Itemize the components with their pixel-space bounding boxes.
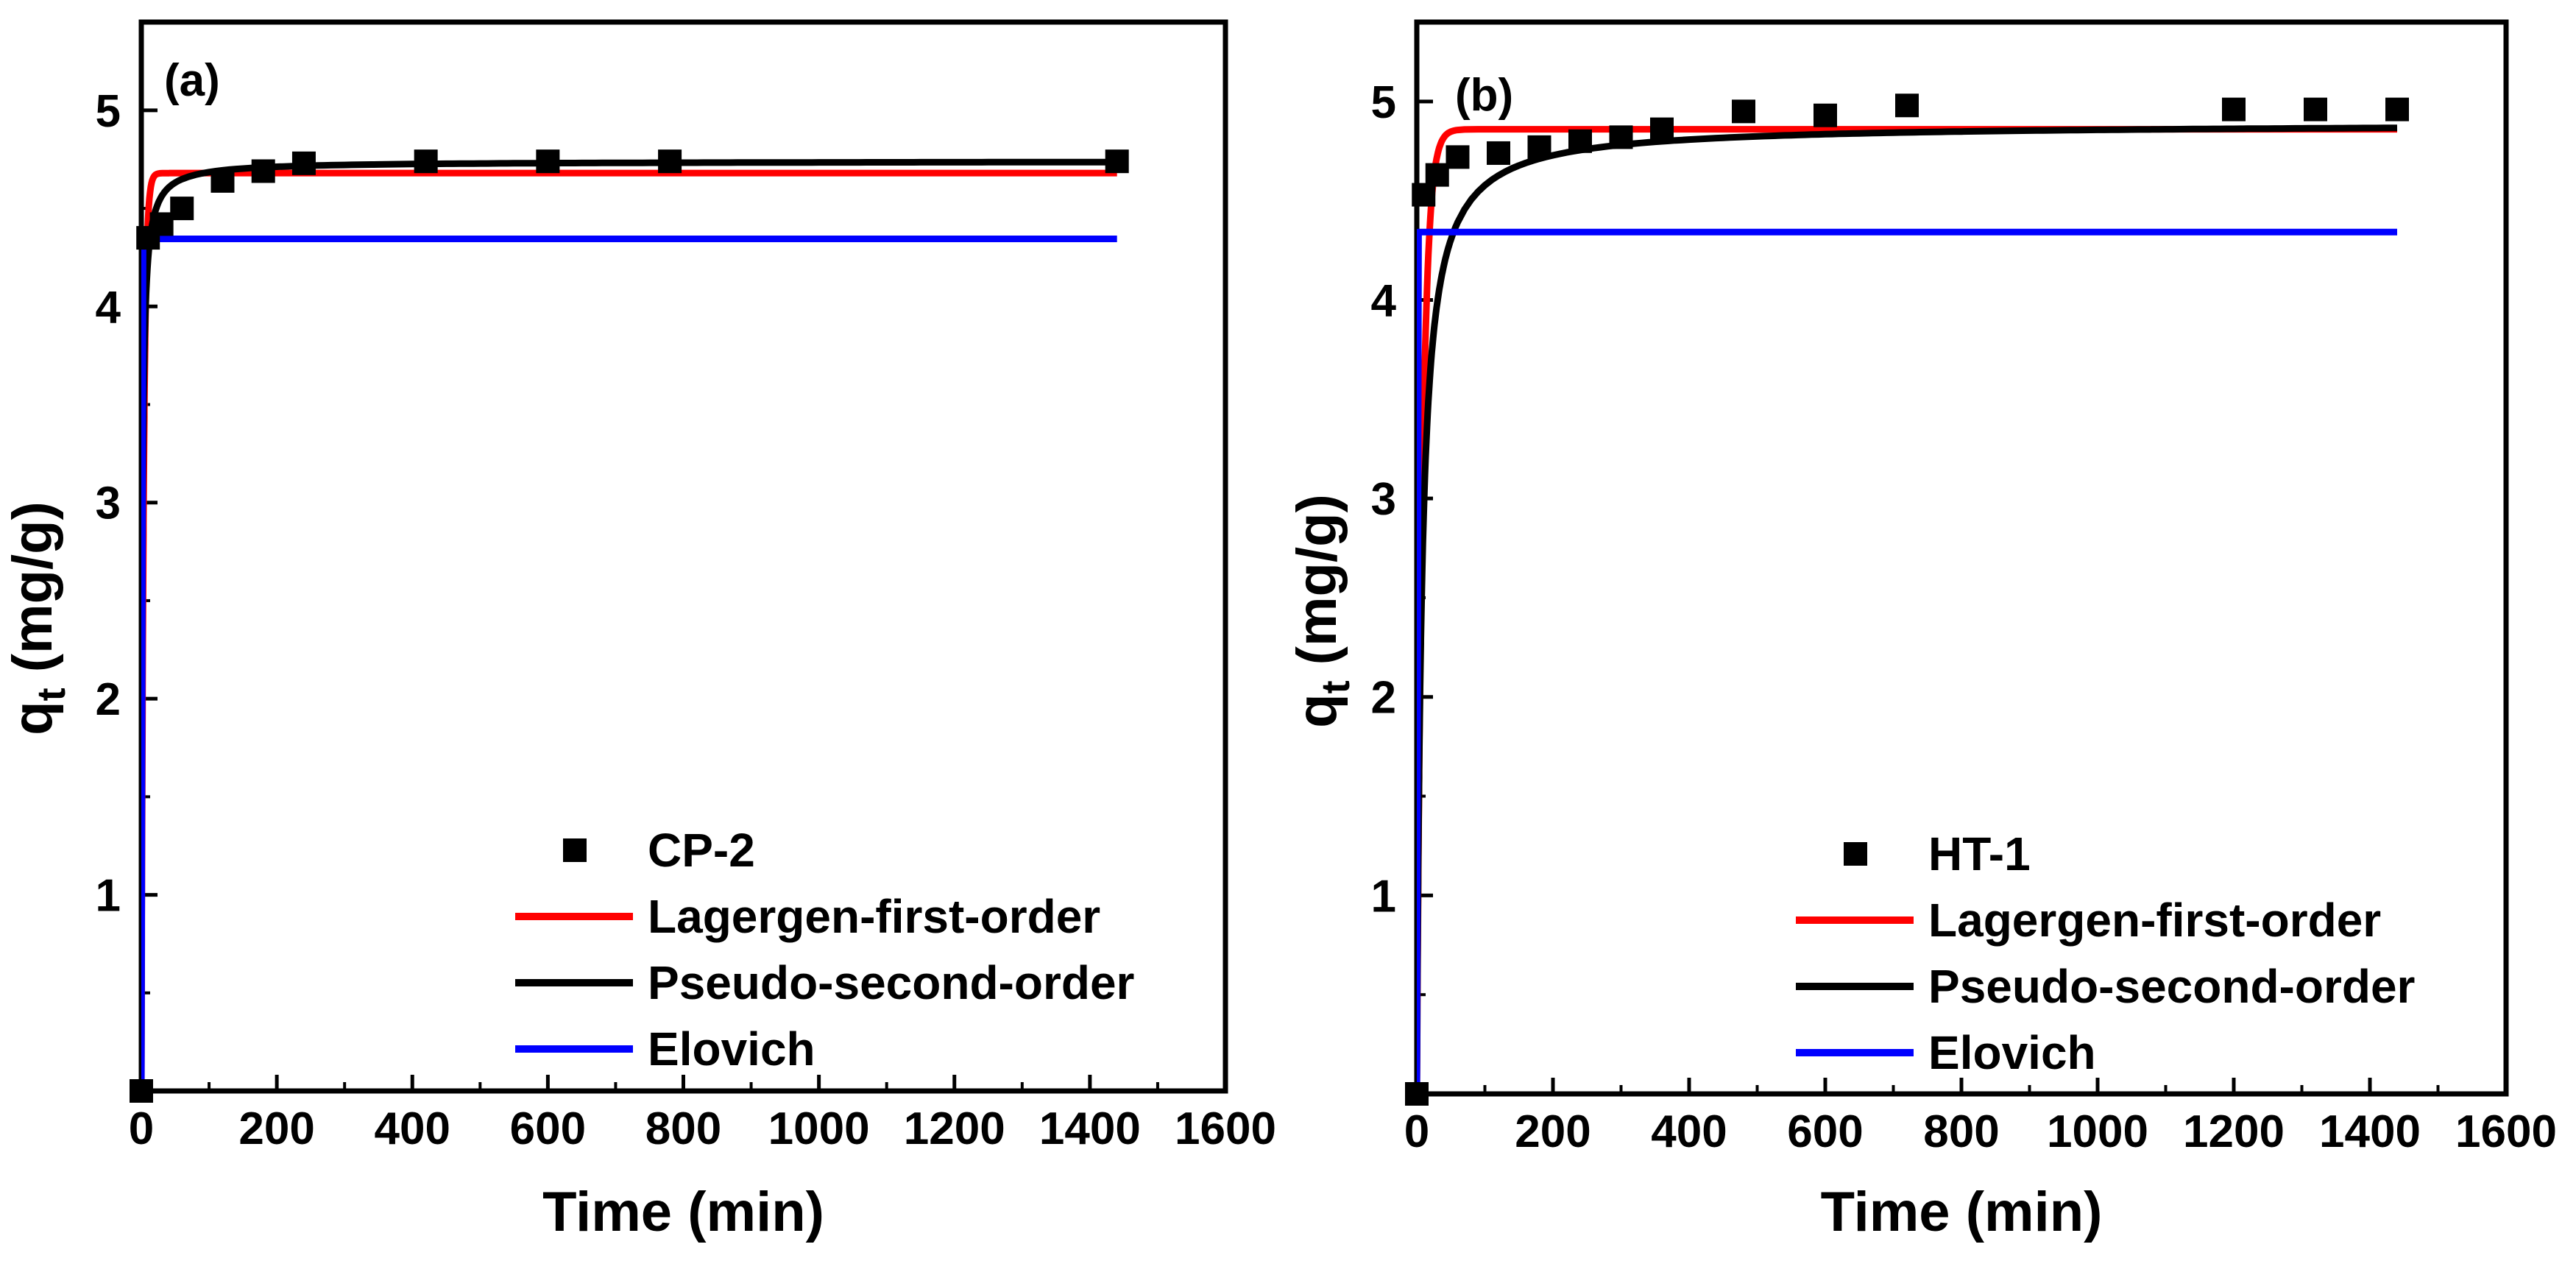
legend-label: Lagergen-first-order bbox=[648, 890, 1100, 943]
x-tick-label: 1600 bbox=[2455, 1106, 2557, 1157]
x-tick-label: 0 bbox=[129, 1103, 154, 1154]
y-tick-label: 3 bbox=[96, 478, 121, 529]
series-line-lagergen-first-order bbox=[141, 169, 1117, 1091]
plot-area bbox=[1417, 124, 2398, 1094]
data-point bbox=[1446, 145, 1470, 169]
x-tick-label: 200 bbox=[1515, 1106, 1590, 1157]
legend-marker bbox=[563, 838, 587, 862]
series-line-lagergen-first-order bbox=[1417, 126, 2397, 1094]
x-tick-label: 1200 bbox=[904, 1103, 1005, 1154]
data-point bbox=[149, 212, 174, 236]
data-point bbox=[1527, 135, 1551, 159]
x-tick-label: 800 bbox=[1923, 1106, 1999, 1157]
y-axis-title-subscript: t bbox=[29, 688, 74, 701]
legend-label: Elovich bbox=[1928, 1026, 2096, 1079]
legend-label: Pseudo-second-order bbox=[648, 956, 1134, 1009]
legend: HT-1 Lagergen-first-order Pseudo-second-or… bbox=[1796, 827, 2415, 1079]
data-point bbox=[2304, 97, 2327, 121]
data-point bbox=[1405, 1082, 1429, 1106]
data-point bbox=[1487, 141, 1510, 165]
y-axis-title-main: q bbox=[1, 701, 64, 735]
y-axis-title-unit: (mg/g) bbox=[1286, 494, 1348, 680]
x-tick-label: 400 bbox=[375, 1103, 450, 1154]
x-axis-title: Time (min) bbox=[1821, 1181, 2103, 1243]
plot-area bbox=[141, 158, 1117, 1091]
data-point bbox=[1895, 93, 1919, 118]
chart-panel-b: 0 200 400 600 800 1000 1200 1400 1600 1 2 3 4 5 Time (… bbox=[1286, 19, 2557, 1243]
y-axis-title-unit: (mg/g) bbox=[1, 501, 64, 688]
y-tick-label: 4 bbox=[96, 282, 121, 333]
data-point bbox=[251, 159, 275, 183]
data-point bbox=[414, 149, 438, 174]
series-line-elovich bbox=[1417, 228, 2397, 1094]
data-point bbox=[1609, 125, 1633, 149]
y-axis-title-subscript: t bbox=[1314, 680, 1358, 693]
legend-label: Pseudo-second-order bbox=[1928, 960, 2415, 1013]
panel-label: (b) bbox=[1455, 70, 1513, 121]
data-point bbox=[130, 1079, 153, 1103]
y-tick-label: 1 bbox=[96, 871, 121, 922]
x-tick-label: 0 bbox=[1404, 1106, 1429, 1157]
x-tick-label: 600 bbox=[1787, 1106, 1863, 1157]
panel-label: (a) bbox=[164, 55, 220, 106]
y-tick-label: 2 bbox=[1371, 673, 1396, 724]
legend: CP-2 Lagergen-first-order Pseudo-second-or… bbox=[515, 824, 1134, 1075]
legend-label: CP-2 bbox=[648, 824, 755, 877]
x-tick-label: 1000 bbox=[2047, 1106, 2148, 1157]
chart-panel-a: 0 200 400 600 800 1000 1200 1400 1600 1 2 3 4 5 Time (… bbox=[1, 19, 1276, 1243]
data-point bbox=[291, 151, 316, 175]
data-point bbox=[2385, 97, 2409, 121]
y-axis-title: qt (mg/g) bbox=[1, 501, 74, 735]
y-tick-label: 1 bbox=[1371, 871, 1396, 922]
data-point bbox=[1105, 149, 1129, 174]
data-point bbox=[1650, 117, 1674, 141]
y-tick-label: 3 bbox=[1371, 474, 1396, 525]
data-point bbox=[1568, 129, 1592, 153]
x-tick-label: 800 bbox=[645, 1103, 721, 1154]
data-point bbox=[170, 197, 194, 221]
x-tick-label: 1400 bbox=[2319, 1106, 2421, 1157]
data-point bbox=[1732, 99, 1755, 124]
x-axis-title: Time (min) bbox=[542, 1181, 824, 1243]
legend-label: HT-1 bbox=[1928, 827, 2031, 880]
x-tick-label: 1200 bbox=[2183, 1106, 2285, 1157]
legend-marker bbox=[1844, 842, 1867, 866]
x-tick-label: 1400 bbox=[1039, 1103, 1141, 1154]
x-tick-label: 400 bbox=[1651, 1106, 1727, 1157]
y-tick-label: 2 bbox=[96, 674, 121, 725]
legend-label: Elovich bbox=[648, 1022, 815, 1075]
x-tick-label: 600 bbox=[510, 1103, 586, 1154]
data-point bbox=[210, 169, 235, 193]
data-point bbox=[1425, 163, 1449, 187]
data-point bbox=[1412, 183, 1436, 207]
x-tick-label: 1000 bbox=[768, 1103, 870, 1154]
series-line-pseudo-second-order bbox=[1417, 124, 2398, 1094]
series-line-pseudo-second-order bbox=[141, 158, 1117, 1091]
data-point bbox=[2222, 97, 2246, 121]
y-tick-label: 5 bbox=[96, 86, 121, 137]
data-point bbox=[536, 149, 560, 174]
y-axis-title: qt (mg/g) bbox=[1286, 494, 1358, 728]
x-tick-label: 200 bbox=[238, 1103, 314, 1154]
data-point bbox=[658, 149, 682, 174]
legend-label: Lagergen-first-order bbox=[1928, 894, 2381, 947]
y-tick-label: 5 bbox=[1371, 77, 1396, 128]
y-tick-label: 4 bbox=[1371, 275, 1397, 326]
y-axis-title-main: q bbox=[1286, 693, 1348, 727]
x-tick-label: 1600 bbox=[1175, 1103, 1276, 1154]
data-point bbox=[1814, 103, 1837, 127]
